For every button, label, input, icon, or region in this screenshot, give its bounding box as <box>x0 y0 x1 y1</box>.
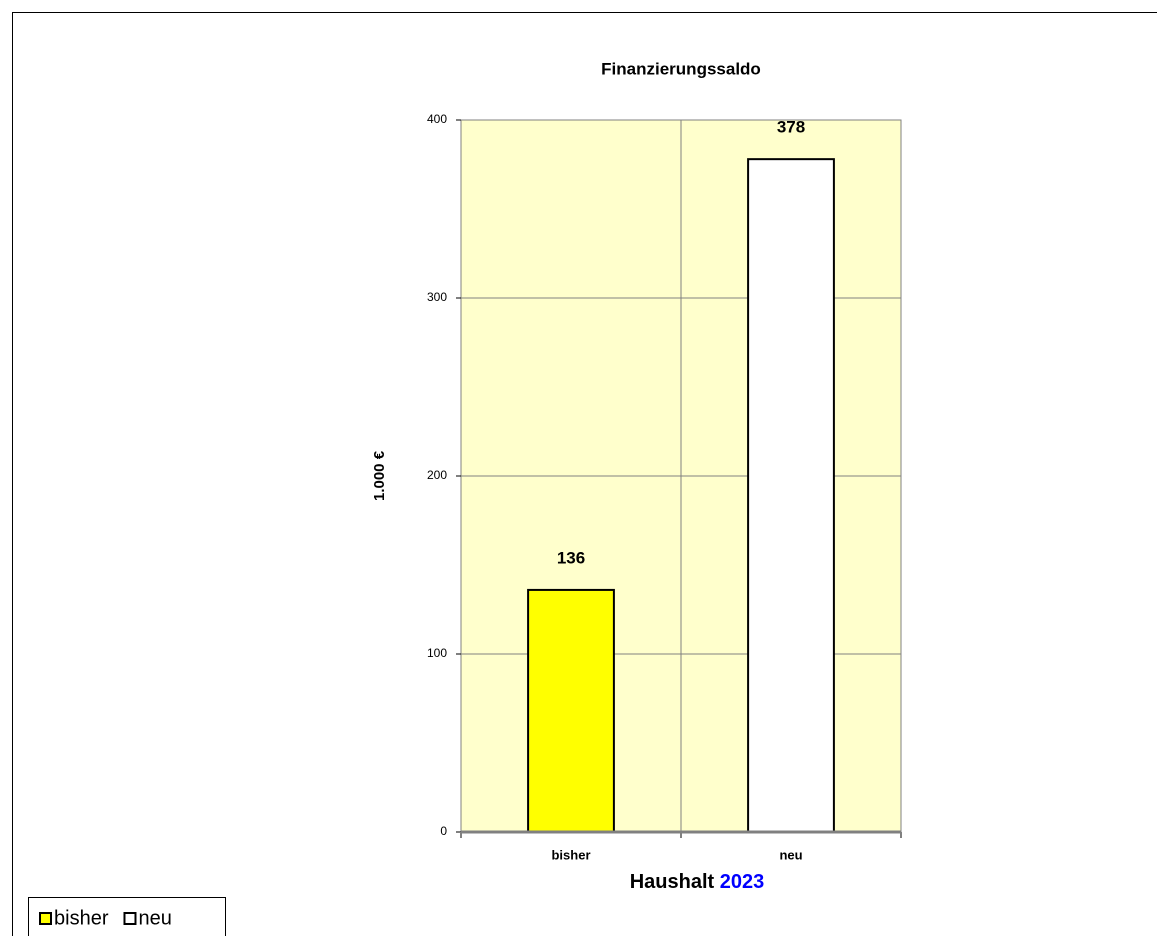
bar <box>527 588 615 833</box>
x-tick-label: bisher <box>551 847 590 862</box>
y-axis-label: 1.000 € <box>371 450 388 501</box>
y-tick-label: 300 <box>427 290 447 304</box>
y-tick-label: 200 <box>427 468 447 482</box>
data-label: 378 <box>777 118 805 137</box>
legend-swatch <box>39 912 52 925</box>
legend-label: neu <box>138 907 171 929</box>
x-axis-label-year: 2023 <box>720 871 765 893</box>
chart-title: Finanzierungssaldo <box>601 59 761 78</box>
legend-swatch <box>123 912 137 925</box>
bar <box>747 158 835 834</box>
y-tick-label: 100 <box>427 646 447 660</box>
y-tick-label: 400 <box>427 112 447 126</box>
legend-label: bisher <box>54 907 109 929</box>
y-tick-label: 0 <box>440 824 447 838</box>
x-axis-label: Haushalt 2023 <box>630 871 765 893</box>
x-axis-label-text: Haushalt <box>630 871 715 893</box>
x-tick-label: neu <box>779 847 802 862</box>
data-label: 136 <box>557 548 585 567</box>
